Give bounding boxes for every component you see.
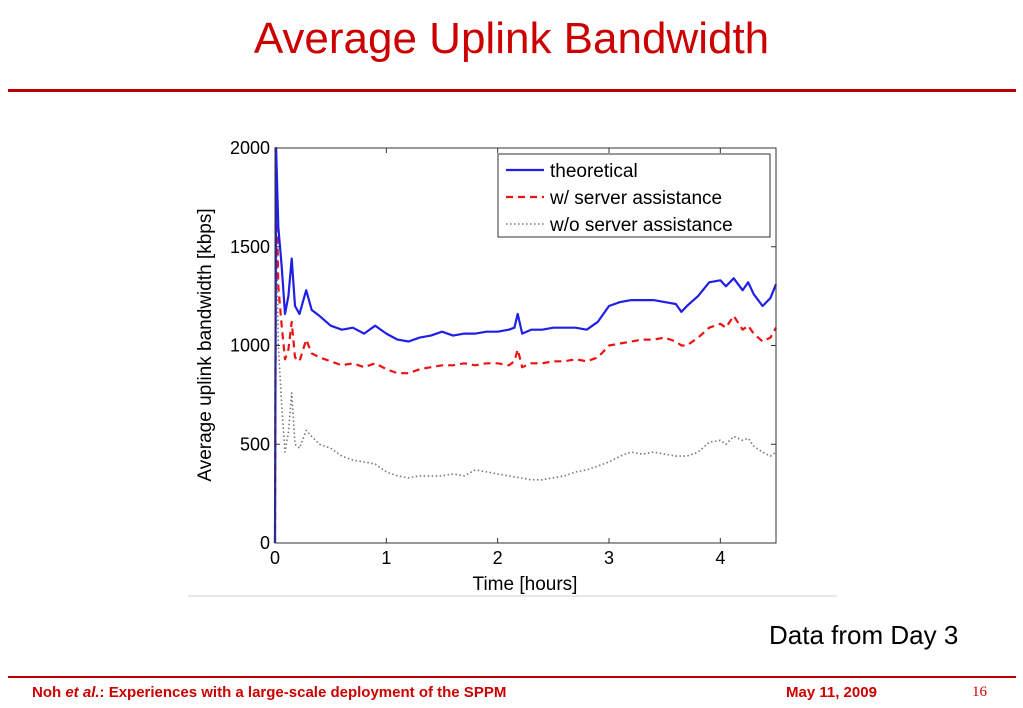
series-line-w-server-assistance — [273, 166, 777, 544]
footer-date: May 11, 2009 — [786, 684, 877, 701]
x-tick-label: 0 — [270, 548, 280, 568]
y-tick-label: 0 — [260, 533, 270, 553]
x-tick-label: 3 — [604, 548, 614, 568]
footer-citation-text: : Experiences with a large-scale deploym… — [99, 684, 507, 701]
legend-label: w/o server assistance — [549, 215, 733, 236]
y-tick-label: 500 — [240, 434, 270, 454]
page-number: 16 — [972, 684, 987, 700]
slide-title: Average Uplink Bandwidth — [253, 14, 770, 63]
legend-box — [497, 153, 771, 238]
footer-divider — [8, 676, 1016, 678]
series-line-theoretical — [273, 146, 778, 544]
chart-caption: Data from Day 3 — [769, 620, 959, 650]
x-tick-label: 2 — [493, 548, 503, 568]
y-tick-label: 1500 — [230, 237, 270, 257]
legend-label: w/ server assistance — [549, 188, 722, 209]
axis-ticks: 0 1 2 3 4 0 500 1000 1500 2000 — [230, 138, 776, 568]
y-tick-label: 2000 — [230, 138, 270, 158]
x-axis-label: Time [hours] — [473, 574, 578, 595]
legend-label: theoretical — [550, 161, 638, 182]
plot-series — [273, 146, 778, 544]
x-tick-label: 1 — [381, 548, 391, 568]
footer-citation: Noh et al.: Experiences with a large-sca… — [32, 684, 506, 701]
footer-etal: et al. — [65, 684, 100, 701]
title-divider — [8, 89, 1016, 92]
bandwidth-chart: 0 1 2 3 4 0 500 1000 1500 2000 Average uplink ban… — [185, 135, 837, 597]
y-tick-label: 1000 — [230, 336, 270, 356]
y-axis-label: Average uplink bandwidth [kbps] — [195, 208, 216, 481]
chart-legend: theoretical w/ server assistance w/o serve… — [497, 153, 771, 238]
x-tick-label: 4 — [715, 548, 725, 568]
footer-author: Noh — [32, 684, 62, 701]
